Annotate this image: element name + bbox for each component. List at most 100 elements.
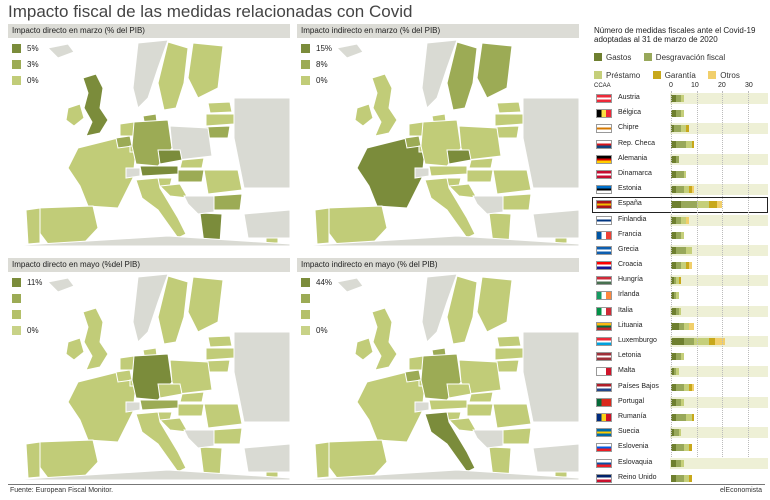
country-name: Dinamarca [618,169,652,177]
country-esp [324,439,388,479]
chart-legend: Gastos Desgravación fiscal Préstamo Gara… [594,48,770,84]
flag-icon [596,321,612,331]
bar-segment-0 [671,216,677,224]
flag-icon [596,382,612,392]
country-lat [494,347,524,361]
country-aut [428,165,468,177]
bar-segment-2 [686,140,692,148]
bar-segment-1 [678,322,684,330]
country-name: Eslovenia [618,443,649,451]
country-aut [139,165,179,177]
bar-segment-1 [681,201,697,209]
flag-icon [596,230,612,240]
stacked-bar [671,474,692,482]
bar-segment-0 [671,398,677,406]
bar-segment-2 [683,474,689,482]
bar-segment-1 [676,216,682,224]
bar-segment-0 [671,170,677,178]
stacked-bar [671,459,684,467]
bar-segment-2 [678,307,682,315]
bar-segment-1 [676,170,684,178]
country-swe [157,275,189,345]
bar-segment-3 [709,201,718,209]
stacked-bar [671,262,692,270]
flag-icon [596,352,612,362]
bar-segment-2 [676,277,679,285]
flag-icon [596,215,612,225]
gridline [722,91,724,457]
bar-segment-2 [681,262,687,270]
table-row: Francia [592,228,768,243]
table-row: Rumanía [592,410,768,425]
bar-segment-1 [676,231,682,239]
bar-segment-1 [676,413,687,421]
bar-segment-1 [673,429,679,437]
stacked-bar [671,246,692,254]
flag-icon [596,200,612,210]
country-name: Lituania [618,321,643,329]
country-ie [65,337,85,361]
bar-segment-3 [709,338,715,345]
stacked-bar [671,95,684,102]
bar-segment-2 [681,231,684,239]
flag-icon [596,473,612,483]
bar-segment-4 [714,338,725,345]
stacked-bar [671,322,695,330]
bar-segment-1 [676,262,682,270]
bar-segment-3 [686,262,689,270]
bar-segment-2 [681,95,684,102]
bar-segment-2 [681,353,684,361]
stacked-bar [671,186,695,194]
country-name: Austria [618,94,640,101]
flag-icon [596,94,612,103]
country-esp [35,205,99,245]
country-balk [472,429,504,449]
bar-segment-2 [683,383,689,391]
bar-segment-0 [671,383,677,391]
table-row: Países Bajos [592,380,768,395]
table-row: Hungría [592,273,768,288]
country-name: España [618,200,642,208]
country-rou [492,169,532,195]
country-est [207,335,233,348]
bar-segment-3 [691,140,695,148]
bar-segment-0 [671,413,677,421]
table-row: España [592,197,768,213]
stacked-bar [671,277,682,285]
bar-segment-1 [676,307,679,315]
flag-icon [596,109,612,119]
table-row: Rep. Checa [592,137,768,152]
bar-segment-0 [671,459,677,467]
country-uk [82,307,109,371]
map-title: Impacto directo en mayo (%del PIB) [12,260,141,269]
divider [8,484,765,485]
bar-segment-0 [671,429,674,437]
bar-segment-3 [678,277,682,285]
bar-segment-4 [688,262,692,270]
table-row: Irlanda [592,288,768,303]
country-name: Alemania [618,154,648,162]
flag-icon [596,261,612,271]
map-panel-direct-may: Impacto directo en mayo (%del PIB) 11% 0… [8,258,290,480]
page-title: Impacto fiscal de las medidas relacionad… [8,2,413,21]
country-afr [8,235,290,246]
bar-segment-0 [671,186,677,194]
bar-segment-2 [696,201,710,209]
country-name: Rep. Checa [618,139,655,147]
country-afr [8,469,290,480]
country-esp [35,439,99,479]
country-svk [179,157,205,169]
flag-icon [596,276,612,286]
flag-icon [596,428,612,438]
country-lat [494,113,524,127]
bar-segment-0 [671,338,684,345]
country-ita [135,177,187,239]
bar-segment-3 [688,444,692,452]
flag-icon [596,139,612,149]
footer-brand: elEconomista [719,487,762,494]
country-bul [500,193,532,211]
country-uk [82,73,109,137]
country-swe [446,41,478,111]
bar-segment-0 [671,110,677,118]
country-tur [243,443,290,473]
